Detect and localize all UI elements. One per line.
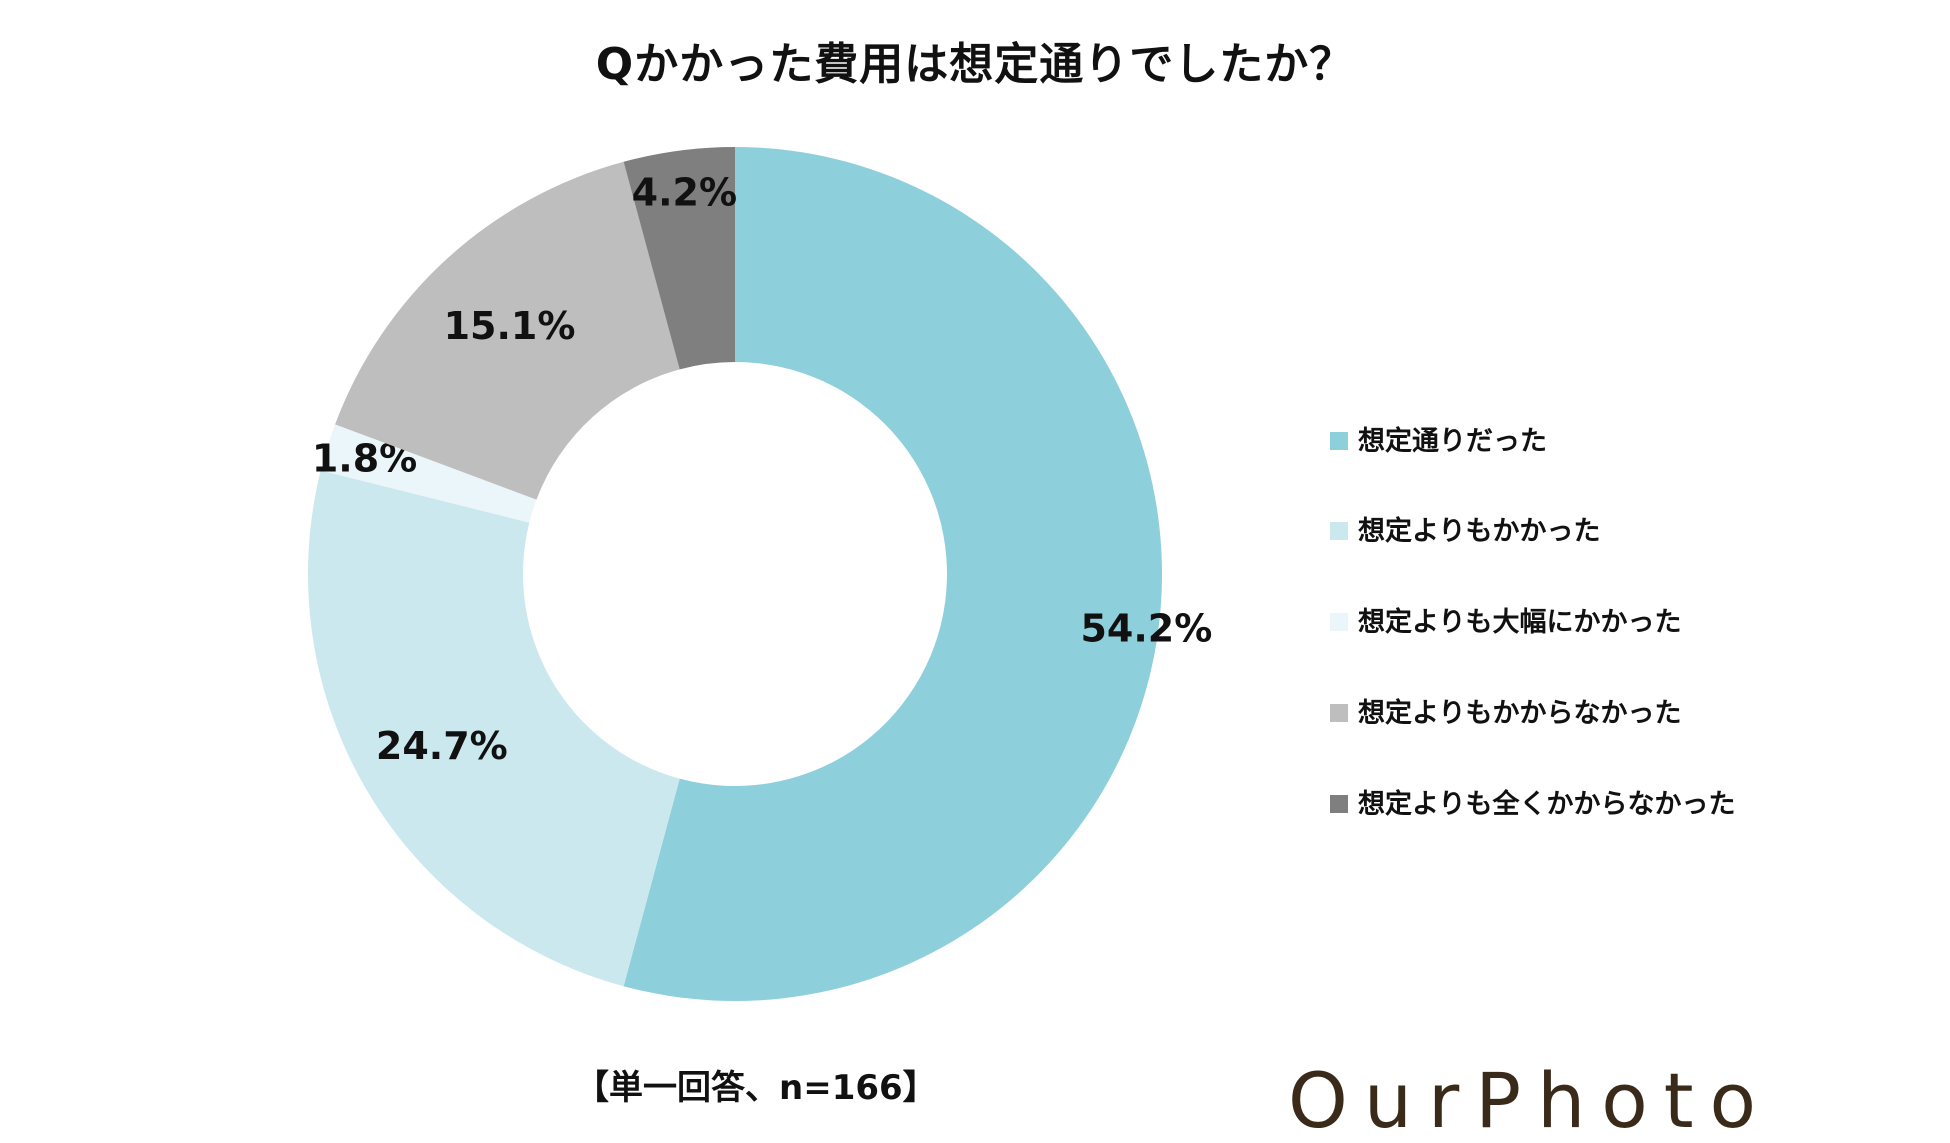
legend-swatch (1330, 522, 1348, 540)
chart-title: Qかかった費用は想定通りでしたか？ (595, 39, 1355, 90)
legend-item-5: 想定よりも全くかからなかった (1330, 781, 1735, 821)
legend-item-4: 想定よりもかからなかった (1330, 690, 1681, 730)
slice-value-label-5: 4.2% (632, 170, 737, 214)
donut-slice-1 (623, 147, 1163, 1002)
slice-value-label-4: 15.1% (444, 304, 576, 348)
brand-logo: OurPhoto (1288, 1056, 1773, 1143)
legend-label: 想定よりもかかった (1358, 515, 1601, 547)
donut-slice-5 (623, 147, 735, 370)
legend-label: 想定通りだった (1358, 425, 1547, 457)
slice-value-label-2: 24.7% (376, 724, 508, 768)
legend-label: 想定よりも全くかからなかった (1358, 788, 1736, 820)
chart-legend: 想定通りだった想定よりもかかった想定よりも大幅にかかった 想定よりもかからなかった… (1330, 0, 1930, 1143)
legend-item-3: 想定よりも大幅にかかった (1330, 599, 1681, 639)
donut-slice-3 (320, 424, 537, 523)
donut-slice-2 (307, 470, 680, 987)
legend-item-2: 想定よりもかかった (1330, 508, 1600, 548)
legend-swatch (1330, 432, 1348, 450)
legend-label: 想定よりも大幅にかかった (1358, 606, 1682, 638)
legend-item-1: 想定通りだった (1330, 418, 1547, 458)
legend-swatch (1330, 795, 1348, 813)
legend-swatch (1330, 613, 1348, 631)
legend-label: 想定よりもかからなかった (1358, 697, 1682, 729)
slice-value-label-1: 54.2% (1080, 607, 1212, 651)
legend-swatch (1330, 704, 1348, 722)
donut-slice-4 (335, 161, 680, 500)
sample-note: 【単一回答、n=166】 (575, 1068, 937, 1108)
